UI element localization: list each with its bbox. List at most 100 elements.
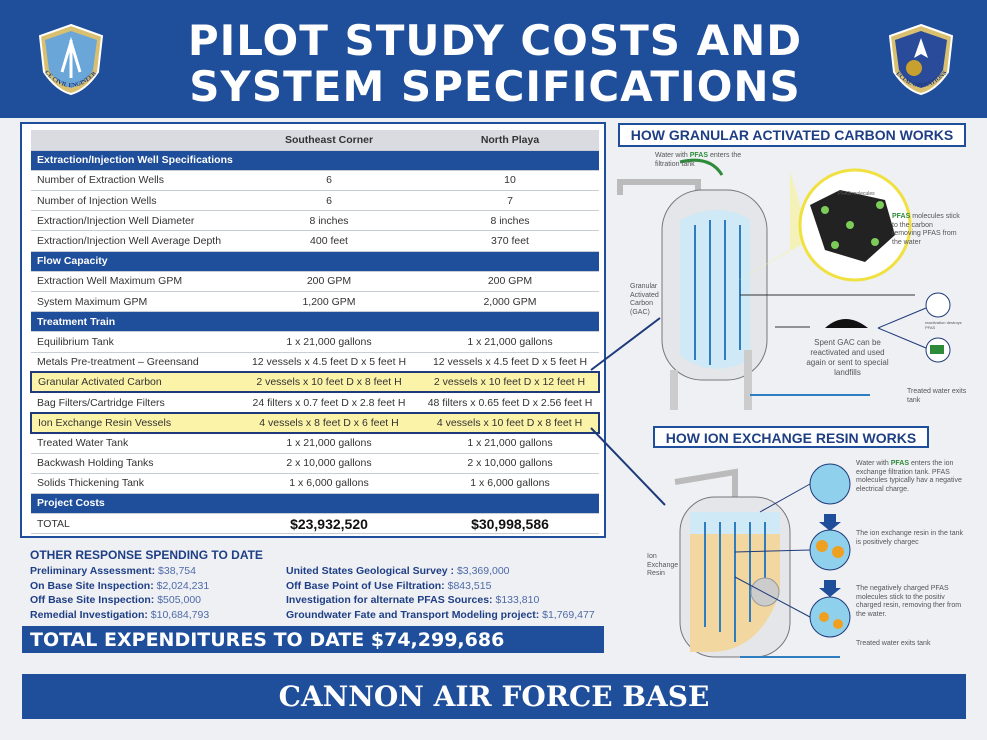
- table-row: Treated Water Tank 1 x 21,000 gallons 1 x …: [31, 432, 599, 454]
- table-row: Granular Activated Carbon 2 vessels x 10 …: [30, 371, 600, 394]
- southeast-corner-value: 1,200 GPM: [237, 291, 421, 313]
- north-playa-value: 4 vessels x 10 feet D x 8 feet H: [421, 411, 600, 434]
- spending-label: On Base Site Inspection:: [30, 579, 154, 592]
- ix-step1-text: Water with PFAS enters the ion exchange …: [856, 460, 962, 493]
- spending-title: OTHER RESPONSE SPENDING TO DATE: [30, 548, 263, 562]
- total-expenditures: TOTAL EXPENDITURES TO DATE $74,299,686: [22, 626, 604, 653]
- southeast-corner-value: 6: [237, 170, 421, 192]
- table-row: Number of Extraction Wells 6 10: [31, 170, 599, 192]
- southeast-corner-value: 2 x 10,000 gallons: [237, 453, 421, 474]
- gac-exit-text: Treated water exits tank: [907, 388, 967, 404]
- southeast-corner-value: 200 GPM: [237, 271, 421, 293]
- gac-enter-text: Water with PFAS enters the filtration ta…: [655, 152, 742, 168]
- pfas-molecule-circle-icon: [809, 463, 851, 505]
- title-line-2: SYSTEM SPECIFICATIONS: [189, 62, 801, 111]
- north-playa-value: 370 feet: [421, 230, 599, 252]
- row-label: Ion Exchange Resin Vessels: [30, 411, 237, 434]
- ix-step2-text: The ion exchange resin in the tank is po…: [856, 530, 964, 546]
- section-label: Project Costs: [31, 493, 599, 515]
- north-playa-value: 1 x 21,000 gallons: [421, 331, 599, 353]
- ix-step3-text: The negatively charged PFAS molecules st…: [856, 585, 962, 618]
- spending-item: Investigation for alternate PFAS Sources…: [286, 593, 595, 608]
- row-label: Backwash Holding Tanks: [31, 453, 237, 474]
- section-header-row: Extraction/Injection Well Specifications: [31, 150, 599, 171]
- table-row: Backwash Holding Tanks 2 x 10,000 gallons…: [31, 453, 599, 474]
- section-label: Extraction/Injection Well Specifications: [31, 150, 599, 171]
- ix-exit-text: Treated water exits tank: [856, 640, 931, 647]
- table-row: Equilibrium Tank 1 x 21,000 gallons 1 x 21…: [31, 331, 599, 353]
- spent-gac-pile-icon: [825, 319, 868, 328]
- table-row: Number of Injection Wells 6 7: [31, 190, 599, 212]
- positive-resin-circle-icon: [809, 529, 851, 571]
- page-title: PILOT STUDY COSTS AND SYSTEM SPECIFICATIO…: [150, 18, 840, 110]
- spending-value: $10,684,793: [150, 608, 210, 621]
- ix-section-title: HOW ION EXCHANGE RESIN WORKS: [653, 426, 929, 448]
- flow-arrows: [694, 220, 741, 365]
- title-line-1: PILOT STUDY COSTS AND: [187, 16, 803, 65]
- southeast-corner-value: 1 x 21,000 gallons: [237, 432, 421, 454]
- north-playa-value: $30,998,586: [421, 513, 599, 535]
- recycle-icon: [925, 292, 951, 318]
- spending-value: $2,024,231: [156, 579, 210, 592]
- reactivation-label: reactivation destroys PFAS: [925, 320, 962, 330]
- row-label: TOTAL: [31, 513, 237, 535]
- southeast-corner-value: 6: [237, 190, 421, 212]
- row-label: Number of Extraction Wells: [31, 170, 237, 192]
- row-label: Extraction/Injection Well Diameter: [31, 210, 237, 232]
- total-row: TOTAL $23,932,520 $30,998,586: [31, 513, 599, 535]
- row-label: Number of Injection Wells: [31, 190, 237, 212]
- ix-diagram: [674, 463, 851, 658]
- north-playa-value: 2 x 10,000 gallons: [421, 453, 599, 474]
- north-playa-value: 1 x 6,000 gallons: [421, 473, 599, 494]
- row-label: Bag Filters/Cartridge Filters: [31, 392, 237, 414]
- spending-value: $843,515: [447, 579, 492, 592]
- table-row: Extraction/Injection Well Average Depth 4…: [31, 230, 599, 252]
- row-label: Granular Activated Carbon: [30, 371, 237, 394]
- spent-gac-text: Spent GAC can be reactivated and used ag…: [806, 338, 889, 377]
- pfas-molecules-label: PFAS molecules: [838, 191, 875, 197]
- southeast-corner-value: 2 vessels x 10 feet D x 8 feet H: [237, 371, 421, 394]
- row-label: Equilibrium Tank: [31, 331, 237, 353]
- header-banner: AIR FORCE CIVIL ENGINEER CENTER PILOT ST…: [0, 0, 987, 118]
- spending-label: Remedial Investigation:: [30, 608, 148, 621]
- column-header-north-playa: North Playa: [421, 130, 599, 151]
- southeast-corner-value: 4 vessels x 8 feet D x 6 feet H: [237, 411, 421, 434]
- spending-value: $38,754: [158, 565, 196, 577]
- 27sow-logo: 27th SPECIAL OPERATIONS WING: [884, 22, 954, 96]
- southeast-corner-value: 8 inches: [237, 210, 421, 232]
- section-header-row: Treatment Train: [31, 311, 599, 333]
- column-header-southeast-corner: Southeast Corner: [237, 130, 421, 151]
- section-label: Flow Capacity: [31, 251, 599, 272]
- footer-base-name: CANNON AIR FORCE BASE: [22, 674, 966, 719]
- north-playa-value: 8 inches: [421, 210, 599, 232]
- spending-item: Off Base Site Inspection: $505,000: [30, 593, 209, 608]
- spending-value: $1,769,477: [542, 608, 595, 621]
- specifications-table-panel: Southeast Corner North Playa Extraction/I…: [20, 122, 606, 538]
- gac-stick-text: PFAS molecules stick to the carbon remov…: [892, 213, 960, 246]
- section-header-row: Flow Capacity: [31, 251, 599, 272]
- bound-pfas-circle-icon: [809, 596, 851, 638]
- north-playa-value: 2 vessels x 10 feet D x 12 feet H: [421, 371, 600, 394]
- row-label: System Maximum GPM: [31, 291, 237, 313]
- table-row: Ion Exchange Resin Vessels 4 vessels x 8 …: [30, 411, 600, 434]
- spending-item: Off Base Point of Use Filtration: $843,5…: [286, 579, 595, 594]
- north-playa-value: 1 x 21,000 gallons: [421, 432, 599, 454]
- spending-label: Off Base Site Inspection:: [30, 594, 155, 607]
- north-playa-value: 10: [421, 170, 599, 192]
- gac-diagram: [617, 158, 951, 410]
- table-row: Extraction/Injection Well Diameter 8 inch…: [31, 210, 599, 232]
- southeast-corner-value: $23,932,520: [237, 513, 421, 535]
- specifications-table: Southeast Corner North Playa Extraction/I…: [30, 130, 600, 535]
- spending-label: Preliminary Assessment:: [30, 565, 156, 577]
- spending-label: Investigation for alternate PFAS Sources…: [286, 594, 493, 607]
- section-header-row: Project Costs: [31, 493, 599, 515]
- spending-item: Preliminary Assessment: $38,754: [30, 564, 209, 579]
- table-row: System Maximum GPM 1,200 GPM 2,000 GPM: [31, 291, 599, 313]
- ix-resin-label: Ion Exchange Resin: [647, 553, 679, 577]
- southeast-corner-value: 24 filters x 0.7 feet D x 2.8 feet H: [237, 392, 421, 414]
- spending-label: United States Geological Survey :: [286, 565, 455, 577]
- spending-item: Remedial Investigation: $10,684,793: [30, 608, 209, 623]
- row-label: Extraction/Injection Well Average Depth: [31, 230, 237, 252]
- spending-label: Off Base Point of Use Filtration:: [286, 579, 445, 592]
